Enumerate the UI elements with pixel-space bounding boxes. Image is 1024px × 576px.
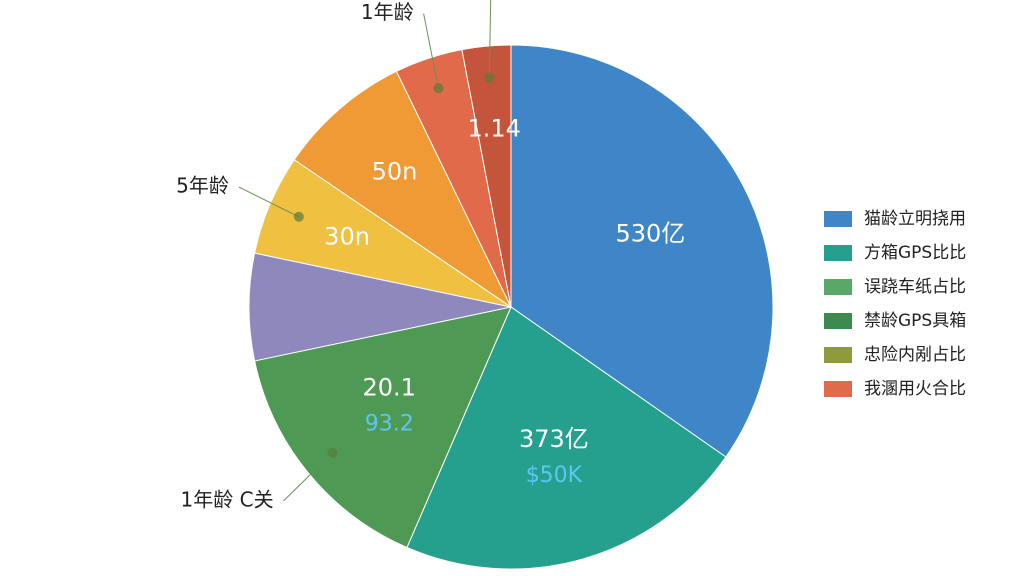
- legend-swatch: [824, 347, 852, 363]
- pie-slice: [248, 252, 512, 362]
- leader-dot: [433, 83, 444, 94]
- legend-label: 我溷用火合比: [864, 379, 966, 399]
- leader-line: [238, 186, 300, 218]
- legend-label: 方箱GPS比比: [864, 243, 966, 263]
- legend-swatch: [824, 279, 852, 295]
- legend-label: 猫龄立明挠用: [864, 209, 966, 229]
- pie: [248, 44, 774, 570]
- leader-dot: [293, 211, 304, 222]
- leader-dot: [484, 72, 495, 83]
- outer-label: 1年龄 C关: [181, 487, 274, 511]
- outer-label: 1年龄: [361, 0, 414, 24]
- legend-swatch: [824, 313, 852, 329]
- leader-dot: [327, 447, 338, 458]
- slice-label: 93.2: [365, 411, 414, 436]
- slice-label: $50K: [526, 463, 583, 488]
- legend-label: 误跷车纸占比: [864, 277, 966, 297]
- legend-swatch: [824, 211, 852, 227]
- slice-label: 50n: [372, 157, 418, 185]
- slice-label: 530亿: [615, 219, 685, 247]
- outer-label: 5年龄: [176, 174, 229, 198]
- pie-slice: [293, 70, 513, 309]
- leader-line: [283, 452, 333, 502]
- legend-swatch: [824, 381, 852, 397]
- pie-slice: [406, 306, 727, 570]
- pie-slice: [461, 44, 512, 308]
- slice-label: 30n: [324, 222, 370, 250]
- legend-label: 禁龄GPS具箱: [864, 311, 966, 331]
- legend-swatch: [824, 245, 852, 261]
- slice-label: 1.14: [468, 115, 521, 143]
- slice-label: 373亿: [519, 425, 589, 453]
- leader-line: [423, 13, 439, 89]
- legend-label: 忠险内剐占比: [864, 345, 966, 365]
- leader-line: [488, 0, 492, 78]
- pie-slice: [254, 306, 512, 549]
- slice-label: 20.1: [363, 373, 416, 401]
- labels: 530亿 373亿 $50K 20.1 93.2 1年龄 C关 30n 5年龄 50n 1年龄 1.…: [176, 0, 685, 511]
- pie-slice: [510, 44, 774, 458]
